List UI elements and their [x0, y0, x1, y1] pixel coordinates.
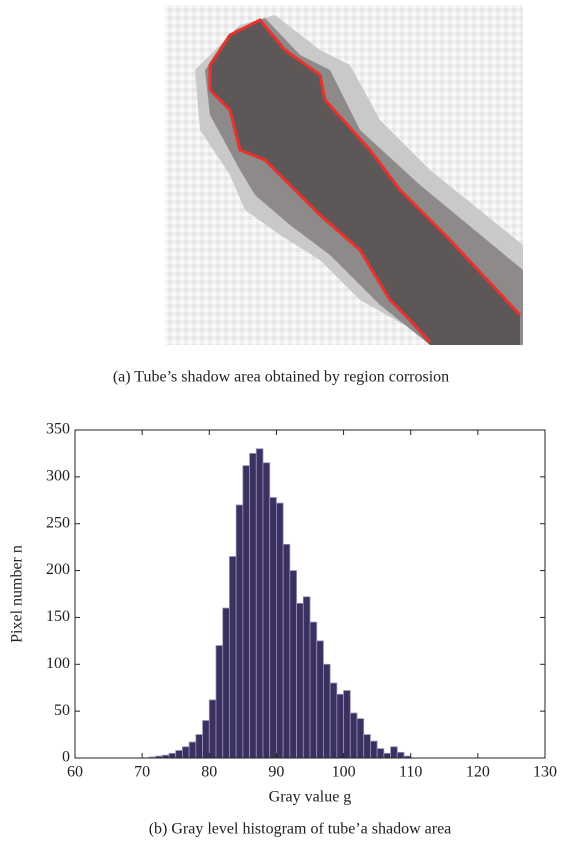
y-tick-label: 300: [46, 468, 70, 485]
bar: [168, 752, 177, 759]
y-tick-label: 200: [46, 561, 70, 578]
bar: [336, 693, 344, 759]
bar: [262, 462, 271, 759]
bar: [222, 607, 230, 759]
bar: [329, 682, 338, 759]
bar: [396, 751, 405, 759]
bar: [235, 504, 244, 759]
bar: [343, 690, 351, 759]
bar: [323, 663, 331, 759]
bar: [316, 640, 324, 759]
x-tick-label: 70: [134, 764, 150, 781]
bar: [215, 645, 224, 759]
bar: [289, 570, 297, 759]
bar: [276, 502, 284, 759]
tube-image: [165, 5, 523, 345]
plot-frame: [74, 429, 546, 759]
y-tick-label: 50: [54, 702, 70, 719]
x-tick-label: 80: [201, 764, 217, 781]
y-axis-label: Pixel number n: [9, 545, 26, 643]
panel-b-caption: (b) Gray level histogram of tube’a shado…: [149, 821, 452, 838]
bar: [208, 699, 217, 759]
bar: [302, 596, 311, 759]
x-tick-label: 130: [533, 764, 557, 781]
bar: [309, 621, 318, 759]
y-tick-label: 250: [46, 514, 70, 531]
bar: [188, 741, 197, 759]
x-tick-label: 60: [67, 764, 83, 781]
y-tick-label: 100: [46, 655, 70, 672]
bar: [390, 746, 398, 759]
bar: [370, 740, 378, 759]
bar: [269, 497, 277, 759]
bar: [229, 556, 237, 759]
bar: [175, 750, 183, 759]
x-tick-label: 120: [466, 764, 490, 781]
bar: [356, 718, 365, 759]
y-tick-label: 0: [62, 749, 70, 766]
bar: [376, 748, 385, 759]
bar: [383, 752, 391, 759]
y-tick-label: 350: [46, 421, 70, 438]
bar: [195, 734, 203, 759]
panel-a-caption: (a) Tube’s shadow area obtained by regio…: [113, 369, 449, 386]
bar: [249, 453, 257, 759]
x-tick-label: 90: [268, 764, 284, 781]
bar: [255, 448, 264, 759]
bar: [282, 543, 291, 759]
bar: [202, 720, 210, 759]
bar: [349, 712, 358, 759]
x-tick-label: 100: [332, 764, 356, 781]
bar: [363, 734, 371, 759]
bar: [242, 465, 250, 759]
y-tick-label: 150: [46, 608, 70, 625]
bar: [182, 746, 190, 759]
x-tick-label: 110: [399, 764, 422, 781]
bar: [296, 602, 304, 759]
x-axis-label: Gray value g: [269, 789, 352, 806]
